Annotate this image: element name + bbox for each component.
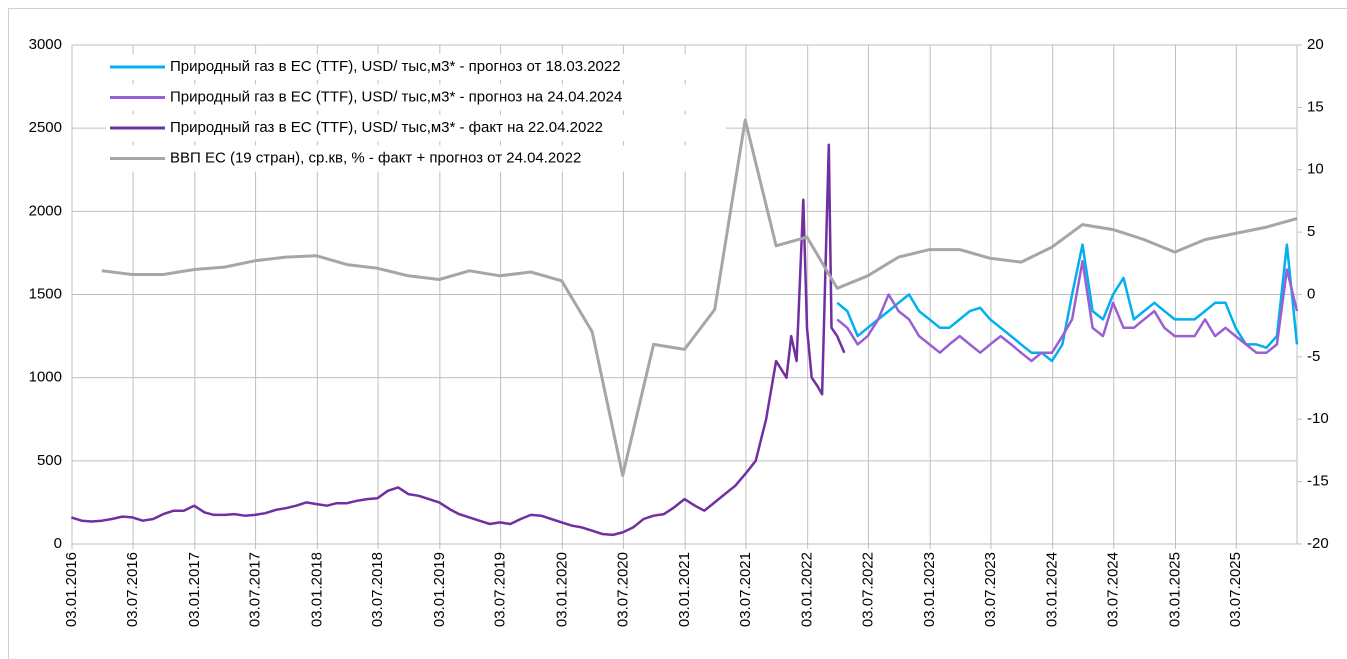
legend-background [106,115,726,141]
y2-tick-label: 5 [1307,223,1315,240]
y-tick-label: 500 [37,452,62,469]
legend-background [106,145,726,172]
x-tick-label: 03.01.2020 [553,552,570,627]
x-tick-label: 03.01.2016 [63,552,80,627]
x-tick-label: 03.07.2020 [614,552,631,627]
legend-label: ВВП ЕС (19 стран), ср.кв, % - факт + про… [170,149,581,166]
x-tick-label: 03.01.2023 [921,552,938,627]
y2-tick-label: 10 [1307,161,1324,178]
legend-label: Природный газ в ЕС (TTF), USD/ тыс,м3* -… [170,119,603,136]
y2-tick-label: 20 [1307,36,1324,53]
x-tick-label: 03.07.2019 [492,552,509,627]
y2-tick-label: -5 [1307,348,1320,365]
y-tick-label: 1500 [29,285,62,302]
x-tick-label: 03.07.2017 [247,552,264,627]
legend-background [106,84,726,111]
series-line [836,243,1299,363]
y-tick-label: 1000 [29,369,62,386]
x-tick-label: 03.01.2025 [1166,552,1183,627]
y-tick-label: 0 [54,535,62,552]
x-tick-label: 03.07.2023 [982,552,999,627]
series-line [836,259,1299,363]
legend-label: Природный газ в ЕС (TTF), USD/ тыс,м3* -… [170,88,622,105]
y2-tick-label: 15 [1307,98,1324,115]
y2-tick-label: 0 [1307,285,1315,302]
y-tick-label: 2000 [29,202,62,219]
y2-tick-label: -15 [1307,473,1329,490]
x-tick-label: 03.01.2022 [799,552,816,627]
x-tick-label: 03.07.2018 [369,552,386,627]
x-tick-label: 03.07.2024 [1105,552,1122,627]
x-tick-label: 03.01.2019 [431,552,448,627]
chart-frame [8,8,1347,659]
y2-tick-label: -10 [1307,410,1329,427]
x-tick-label: 03.01.2017 [186,552,203,627]
x-tick-label: 03.07.2025 [1227,552,1244,627]
x-tick-label: 03.07.2022 [859,552,876,627]
y-tick-label: 2500 [29,119,62,136]
x-tick-label: 03.01.2021 [676,552,693,627]
x-tick-label: 03.01.2024 [1044,552,1061,627]
y2-tick-label: -20 [1307,535,1329,552]
x-tick-label: 03.01.2018 [308,552,325,627]
legend-label: Природный газ в ЕС (TTF), USD/ тыс,м3* -… [170,58,621,75]
x-tick-label: 03.07.2016 [124,552,141,627]
x-tick-label: 03.07.2021 [737,552,754,627]
series-line [101,118,1298,477]
legend-background [106,54,726,80]
series-line [70,143,846,537]
y-tick-label: 3000 [29,36,62,53]
